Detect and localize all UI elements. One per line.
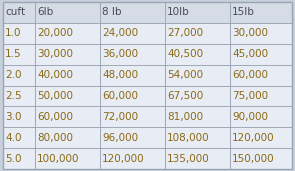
Text: 6lb: 6lb [37, 7, 53, 17]
Bar [100, 127, 165, 148]
Bar [230, 23, 292, 44]
Bar [165, 148, 230, 169]
Text: 40,500: 40,500 [167, 49, 203, 59]
Bar [165, 44, 230, 65]
Bar [3, 127, 35, 148]
Text: 67,500: 67,500 [167, 91, 204, 101]
Bar [100, 65, 165, 86]
Bar [230, 106, 292, 127]
Bar [230, 127, 292, 148]
Text: 24,000: 24,000 [102, 28, 138, 38]
Bar [3, 44, 35, 65]
Text: 90,000: 90,000 [232, 112, 268, 122]
Bar [165, 86, 230, 106]
Bar [35, 148, 100, 169]
Bar [100, 23, 165, 44]
Text: 96,000: 96,000 [102, 133, 138, 143]
Bar [165, 23, 230, 44]
Bar [165, 65, 230, 86]
Text: 36,000: 36,000 [102, 49, 138, 59]
Bar [3, 65, 35, 86]
Bar [165, 106, 230, 127]
Bar [3, 106, 35, 127]
Bar [230, 148, 292, 169]
Text: 30,000: 30,000 [232, 28, 268, 38]
Bar [100, 86, 165, 106]
Text: 60,000: 60,000 [102, 91, 138, 101]
Text: 8 lb: 8 lb [102, 7, 122, 17]
Bar [165, 127, 230, 148]
Text: 15lb: 15lb [232, 7, 255, 17]
Bar [35, 127, 100, 148]
Bar [35, 23, 100, 44]
Bar [100, 148, 165, 169]
Text: 1.5: 1.5 [5, 49, 22, 59]
Text: 72,000: 72,000 [102, 112, 138, 122]
Bar [100, 2, 165, 23]
Text: 48,000: 48,000 [102, 70, 138, 80]
Text: 54,000: 54,000 [167, 70, 203, 80]
Bar [35, 106, 100, 127]
Text: 135,000: 135,000 [167, 154, 210, 164]
Bar [230, 65, 292, 86]
Text: 1.0: 1.0 [5, 28, 22, 38]
Bar [100, 44, 165, 65]
Bar [35, 2, 100, 23]
Text: 120,000: 120,000 [232, 133, 275, 143]
Text: 108,000: 108,000 [167, 133, 210, 143]
Text: 3.0: 3.0 [5, 112, 22, 122]
Text: cuft: cuft [5, 7, 25, 17]
Text: 50,000: 50,000 [37, 91, 73, 101]
Text: 100,000: 100,000 [37, 154, 80, 164]
Bar [230, 2, 292, 23]
Bar [3, 86, 35, 106]
Bar [230, 44, 292, 65]
Bar [35, 86, 100, 106]
Text: 30,000: 30,000 [37, 49, 73, 59]
Text: 75,000: 75,000 [232, 91, 268, 101]
Bar [230, 86, 292, 106]
Bar [35, 44, 100, 65]
Bar [3, 148, 35, 169]
Text: 150,000: 150,000 [232, 154, 275, 164]
Text: 20,000: 20,000 [37, 28, 73, 38]
Text: 27,000: 27,000 [167, 28, 203, 38]
Text: 60,000: 60,000 [37, 112, 73, 122]
Bar [35, 65, 100, 86]
Text: 10lb: 10lb [167, 7, 190, 17]
Bar [3, 23, 35, 44]
Bar [100, 106, 165, 127]
Bar [3, 2, 35, 23]
Text: 2.0: 2.0 [5, 70, 22, 80]
Text: 5.0: 5.0 [5, 154, 22, 164]
Text: 4.0: 4.0 [5, 133, 22, 143]
Text: 45,000: 45,000 [232, 49, 268, 59]
Text: 60,000: 60,000 [232, 70, 268, 80]
Text: 80,000: 80,000 [37, 133, 73, 143]
Text: 2.5: 2.5 [5, 91, 22, 101]
Text: 81,000: 81,000 [167, 112, 203, 122]
Text: 40,000: 40,000 [37, 70, 73, 80]
Bar [165, 2, 230, 23]
Text: 120,000: 120,000 [102, 154, 145, 164]
